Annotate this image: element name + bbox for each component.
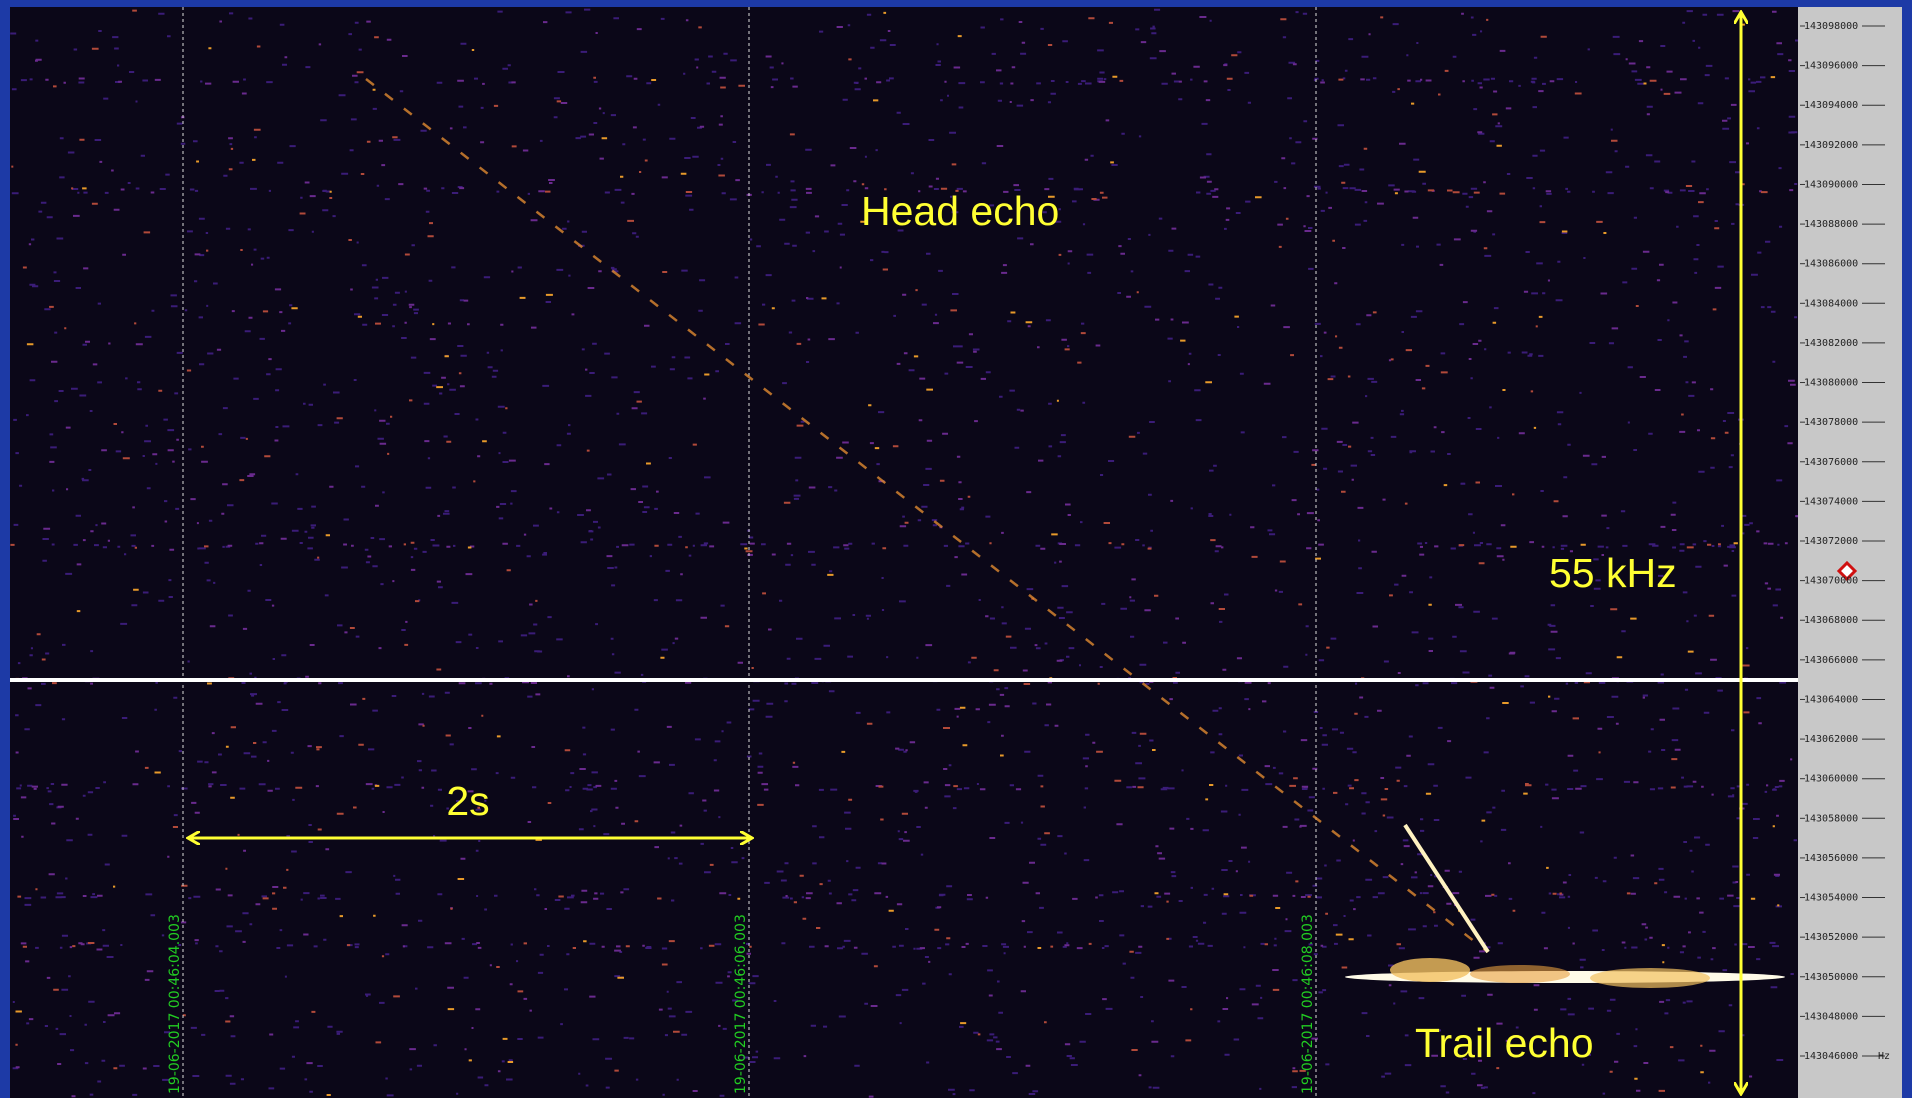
freq-label: 143056000 — [1804, 853, 1858, 864]
freq-label: 143084000 — [1804, 298, 1858, 309]
freq-label: 143096000 — [1804, 61, 1858, 72]
freq-label: 143076000 — [1804, 457, 1858, 468]
freq-label: 143050000 — [1804, 972, 1858, 983]
freq-label: 143090000 — [1804, 179, 1858, 190]
freq-label: 143052000 — [1804, 932, 1858, 943]
freq-unit: Hz — [1878, 1051, 1890, 1062]
head-echo-label: Head echo — [861, 188, 1059, 234]
freq-label: 143092000 — [1804, 140, 1858, 151]
freq-label: 143080000 — [1804, 378, 1858, 389]
freq-label: 143048000 — [1804, 1011, 1858, 1022]
waterfall — [10, 7, 1798, 1098]
freq-label: 143058000 — [1804, 813, 1858, 824]
freq-label: 143094000 — [1804, 100, 1858, 111]
freq-label: 143082000 — [1804, 338, 1858, 349]
freq-label: 143074000 — [1804, 496, 1858, 507]
freq-label: 143054000 — [1804, 893, 1858, 904]
time-label: 19-06-2017 00:46:08.003 — [1300, 914, 1316, 1094]
freq-label: 143070000 — [1804, 576, 1858, 587]
freq-label: 143068000 — [1804, 615, 1858, 626]
bandwidth-label: 55 kHz — [1549, 550, 1677, 596]
page: Head echo Trail echo 55 kHz 2s 143098000… — [0, 0, 1912, 1098]
freq-label: 143066000 — [1804, 655, 1858, 666]
interval-label: 2s — [446, 778, 489, 824]
freq-label: 143098000 — [1804, 21, 1858, 32]
freq-label: 143072000 — [1804, 536, 1858, 547]
freq-label: 143064000 — [1804, 694, 1858, 705]
freq-label: 143062000 — [1804, 734, 1858, 745]
freq-label: 143060000 — [1804, 774, 1858, 785]
spectrogram-window: Head echo Trail echo 55 kHz 2s 143098000… — [0, 0, 1912, 1098]
freq-label: 143086000 — [1804, 259, 1858, 270]
freq-label: 143078000 — [1804, 417, 1858, 428]
freq-label: 143046000 — [1804, 1051, 1858, 1062]
time-label: 19-06-2017 00:46:06.003 — [733, 914, 749, 1094]
trail-echo-label: Trail echo — [1415, 1020, 1594, 1066]
time-label: 19-06-2017 00:46:04.003 — [167, 914, 183, 1094]
freq-label: 143088000 — [1804, 219, 1858, 230]
